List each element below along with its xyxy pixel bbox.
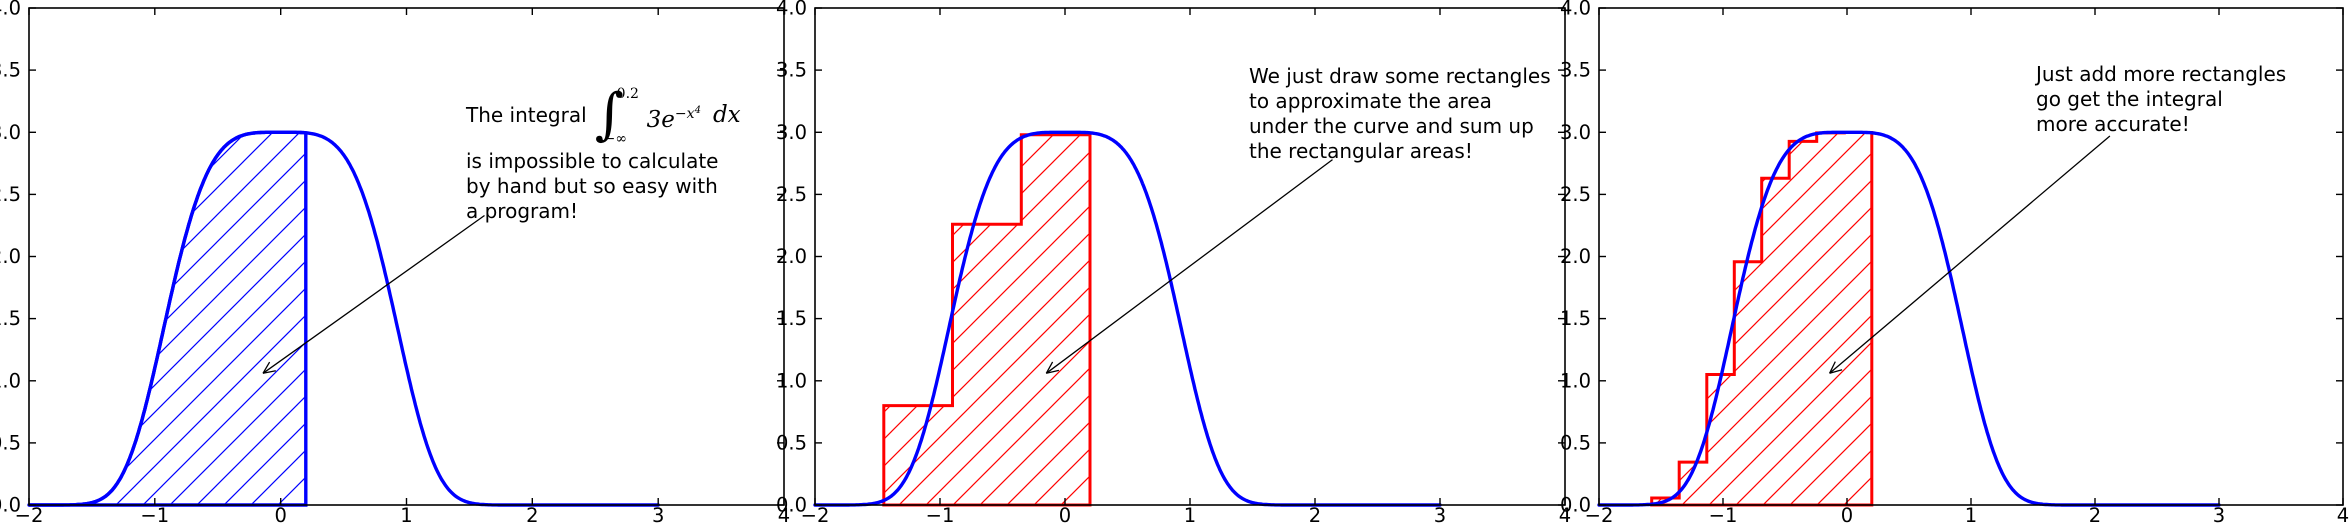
y-tick-label: 4.0 [776,0,807,20]
x-tick-label: 1 [400,504,412,524]
y-tick-label: 1.5 [1560,307,1591,330]
x-tick-label: 2 [526,504,538,524]
integral-symbol: ∫ 0.2 −∞ [594,82,639,147]
annotation-arrow-line [1829,135,2111,374]
y-tick-label: 2.0 [1560,245,1591,268]
annotation-arrow-head [1045,361,1054,374]
annotation-line: a program! [466,199,579,223]
annotation-arrow-head [262,370,276,374]
annotation-line: more accurate! [2036,112,2190,136]
annotation-line: by hand but so easy with [466,174,718,198]
annotation-line: go get the integral [2036,87,2223,111]
annotation-arrow-head [1829,369,1843,374]
y-tick-label: 1.5 [0,307,21,330]
x-tick-label: 4 [1559,504,1571,524]
annotation-panel-1: The integral ∫ 0.2 −∞ 3e−x4 dx is imposs… [466,86,741,224]
y-tick-label: 3.0 [776,121,807,144]
x-tick-label: 2 [2089,504,2101,524]
annotation-panel-3: Just add more rectangles go get the inte… [2036,62,2286,137]
panel-3-plot: −2 −1 0 1 2 3 40.00.51.01.52.02.53.03.54.0 [1560,0,2349,524]
y-tick-label: 1.0 [1560,369,1591,392]
annotation-panel-2: We just draw some rectangles to approxim… [1249,64,1551,164]
y-tick-label: 0.5 [776,431,807,454]
x-tick-label: 0 [274,504,286,524]
x-tick-label: −1 [1709,504,1738,524]
y-tick-label: 3.0 [0,121,21,144]
annotation-arrow-head [1829,361,1836,374]
y-tick-label: 3.5 [1560,59,1591,82]
annotation-prefix: The integral [466,102,587,127]
y-tick-label: 2.0 [0,245,21,268]
x-tick-label: 4 [778,504,790,524]
y-tick-label: 1.5 [776,307,807,330]
annotation-line: to approximate the area [1249,89,1492,113]
y-tick-label: 3.5 [0,59,21,82]
x-tick-label: 1 [1965,504,1977,524]
integral-upper-limit: 0.2 [616,86,639,102]
integrand-exponent-power: 4 [694,104,701,116]
x-tick-label: −2 [15,504,44,524]
integral-glyph: ∫ [594,82,624,147]
annotation-arrow-head [1046,369,1060,374]
x-tick-label: −2 [801,504,830,524]
riemann-rectangles [1650,131,1874,507]
y-tick-label: 4.0 [0,0,21,20]
x-tick-label: −2 [1585,504,1614,524]
y-tick-label: 2.5 [0,183,21,206]
x-tick-label: 3 [652,504,664,524]
x-tick-label: 0 [1841,504,1853,524]
x-tick-label: 1 [1184,504,1196,524]
x-tick-label: 4 [2337,504,2349,524]
y-tick-label: 0.5 [1560,431,1591,454]
annotation-line: the rectangular areas! [1249,139,1473,163]
annotation-arrow-head [262,361,271,374]
x-tick-label: 3 [2213,504,2225,524]
annotation-line: Just add more rectangles [2036,62,2287,86]
integrand-exponent: −x [674,105,695,122]
annotation-arrow-line [262,214,485,374]
y-tick-label: 0.0 [1560,494,1591,517]
integral-lower-limit: −∞ [603,131,628,147]
y-tick-label: 0.0 [0,494,21,517]
y-tick-label: 1.0 [0,369,21,392]
y-tick-label: 0.0 [776,494,807,517]
x-tick-label: −1 [140,504,169,524]
y-tick-label: 2.5 [1560,183,1591,206]
y-tick-label: 2.5 [776,183,807,206]
annotation-line: We just draw some rectangles [1249,64,1551,88]
x-tick-label: 2 [1309,504,1321,524]
y-tick-label: 0.5 [0,431,21,454]
x-tick-label: 3 [1434,504,1446,524]
x-tick-label: 0 [1059,504,1071,524]
panel-1-plot: −2 −1 0 1 2 3 4 0.0 0.5 1.0 1.5 2.0 2.5 3.0 3.5 4.0 [0,0,790,524]
x-tick-label: −1 [926,504,955,524]
integrand: 3e−x4 [646,104,701,133]
y-tick-label: 3.0 [1560,121,1591,144]
integral-expression: The integral ∫ 0.2 −∞ 3e−x4 dx [466,82,741,147]
y-tick-label: 2.0 [776,245,807,268]
function-curve [1597,130,2221,507]
panel-2-plot: −2 −1 0 1 2 3 40.00.51.01.52.02.53.03.54.0 [776,0,1571,524]
annotation-line: is impossible to calculate [466,149,719,173]
riemann-rectangles [882,133,1092,507]
y-tick-label: 3.5 [776,59,807,82]
annotation-arrow-line [1045,159,1333,374]
differential: dx [712,101,741,128]
y-tick-label: 4.0 [1560,0,1591,20]
y-tick-label: 1.0 [776,369,807,392]
annotation-line: under the curve and sum up [1249,114,1534,138]
